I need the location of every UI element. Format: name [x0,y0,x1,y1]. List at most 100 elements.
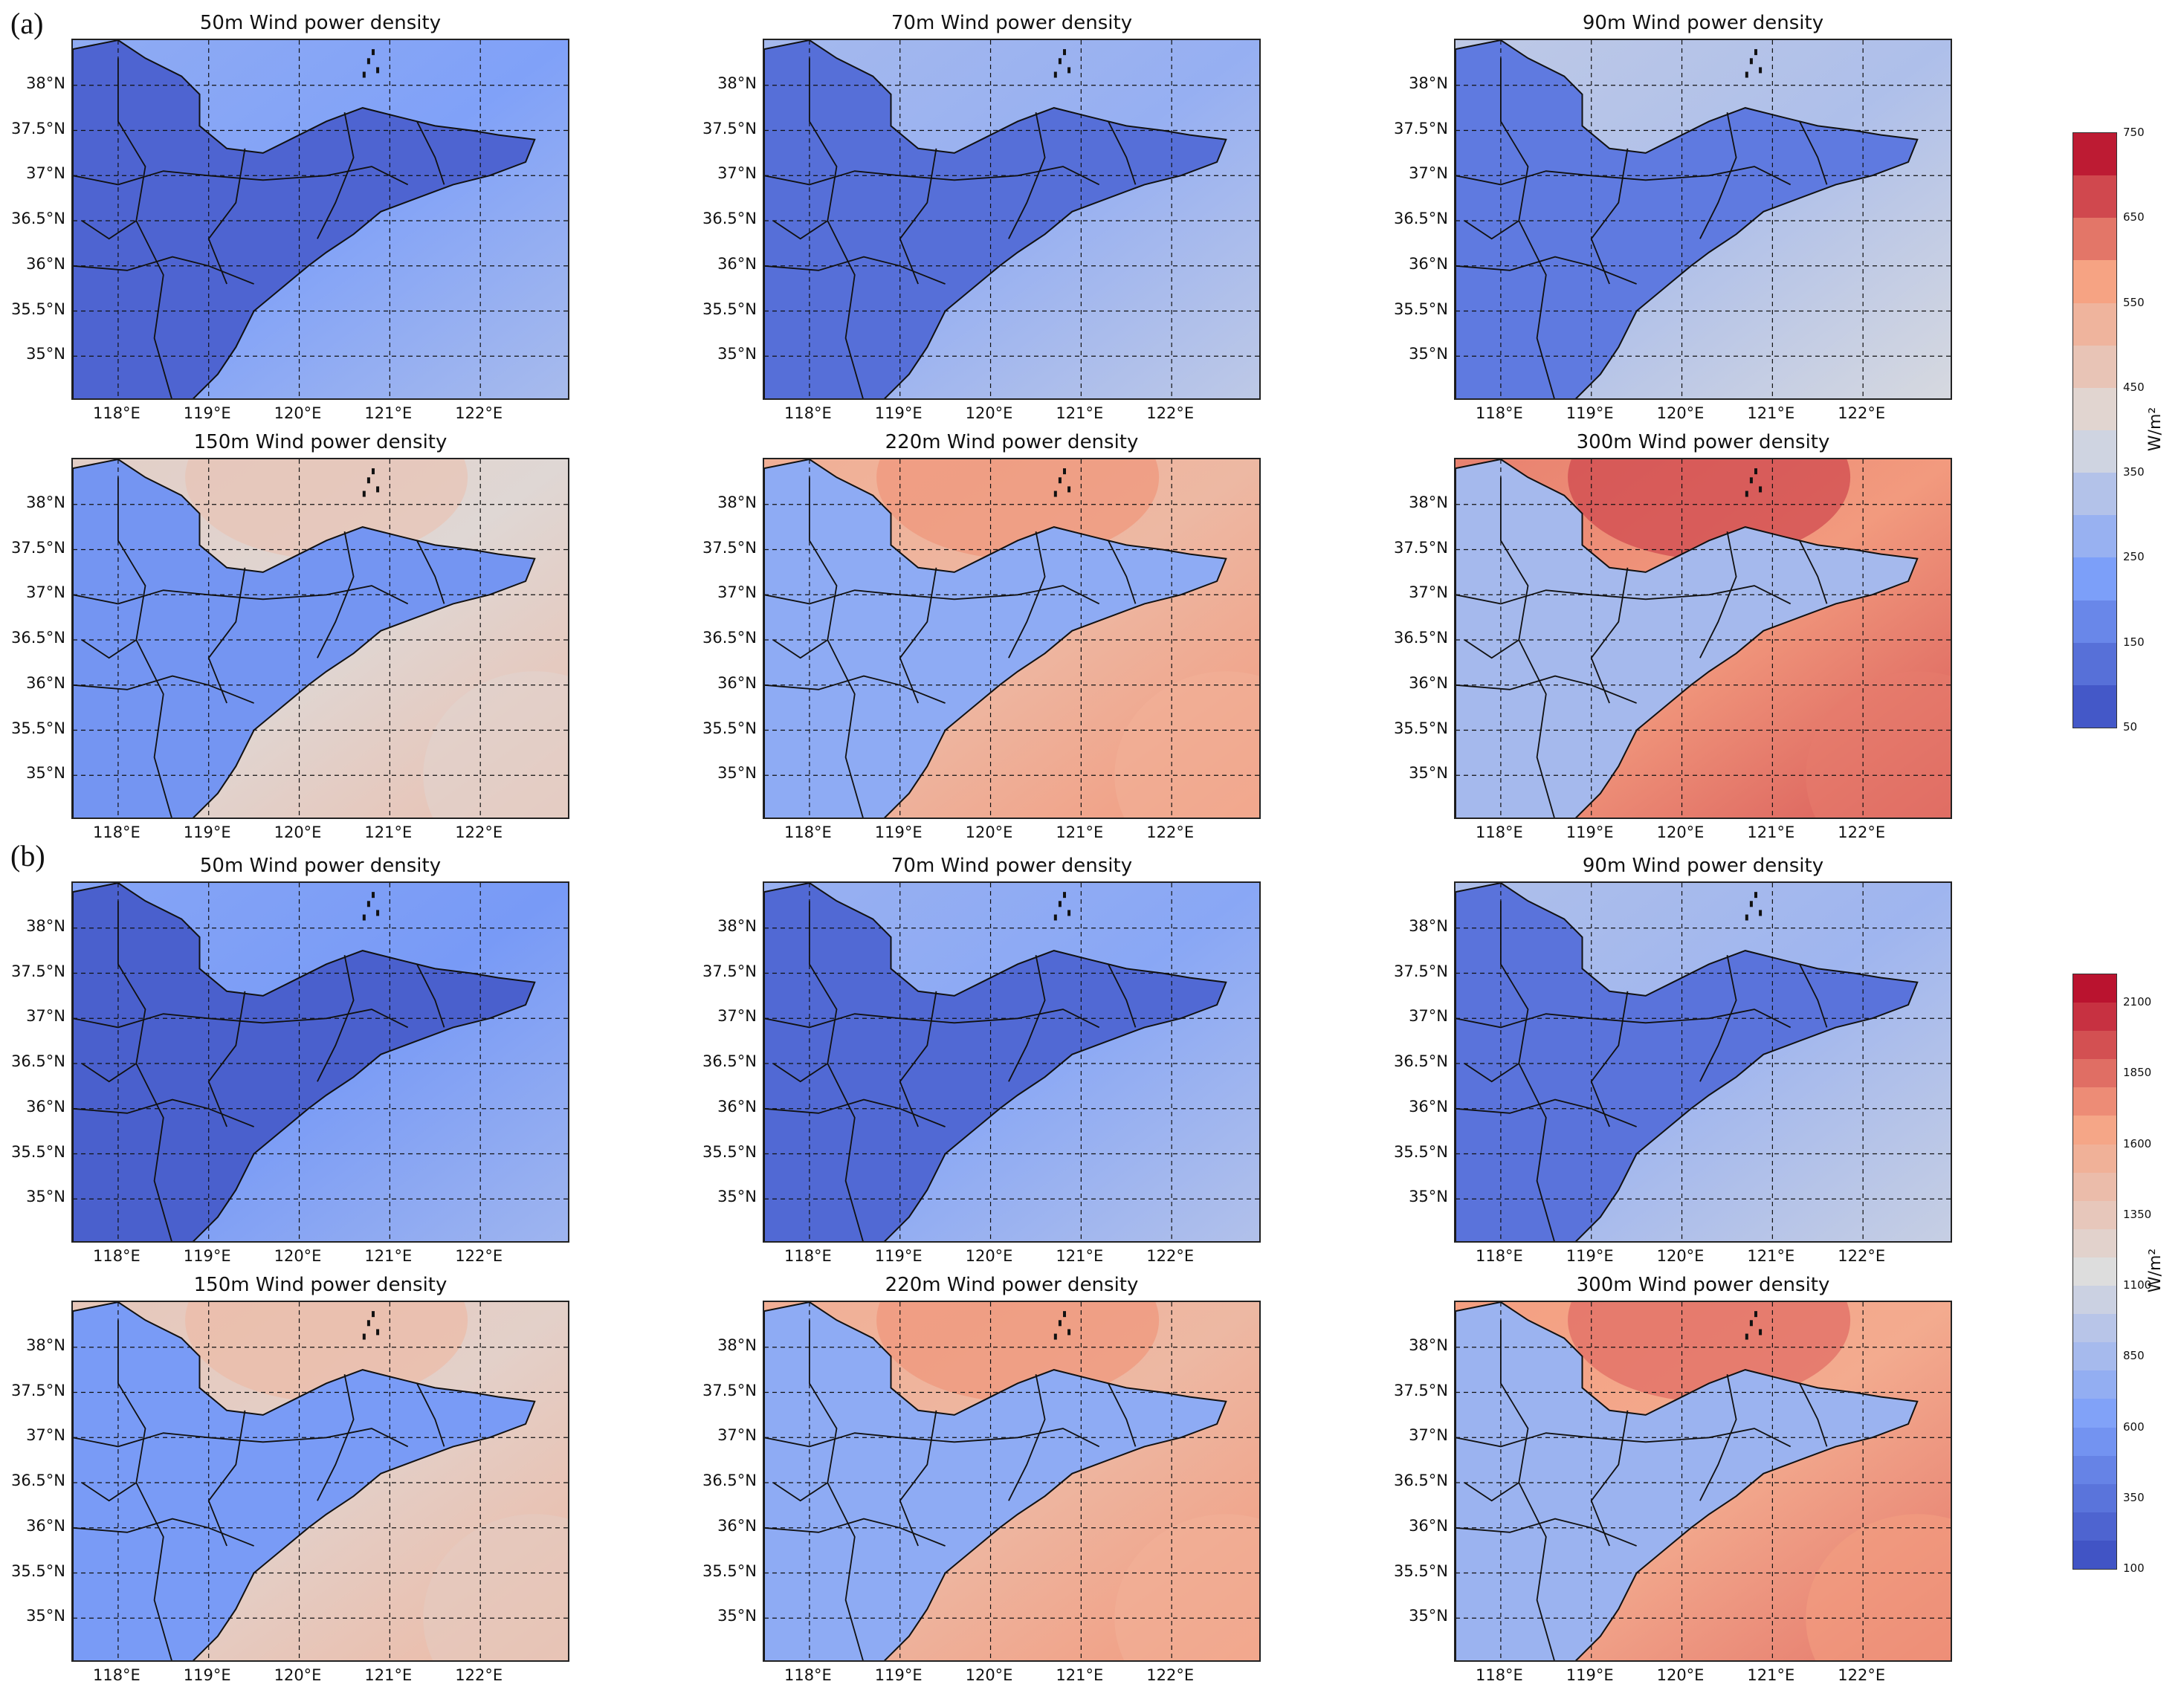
wind-field-map [73,1302,568,1660]
lat-tick-label: 36°N [1409,673,1448,692]
colorbar-tick-label: 350 [2123,465,2145,479]
lon-tick-label: 118°E [1475,1666,1523,1684]
province-boundary [73,166,409,186]
map-title: 70m Wind power density [891,855,1133,877]
colorbar-a-unit: W/m² [2146,407,2165,452]
province-boundary [73,585,409,605]
island [1058,58,1062,65]
lon-tick-label: 120°E [965,404,1013,422]
lon-tick-label: 122°E [1146,823,1195,841]
lat-tick-label: 38°N [26,493,65,511]
province-boundary [764,166,1100,186]
province-boundary [73,1098,254,1127]
province-boundary [764,1098,946,1127]
province-boundary [1500,1320,1555,1660]
province-boundary [81,1063,137,1083]
lon-tick-label: 119°E [1566,1666,1614,1684]
colorbar-tick-label: 1600 [2123,1136,2152,1150]
wind-field-map [1456,40,1951,398]
map-frame [1454,881,1952,1243]
colorbar-tick-label: 250 [2123,550,2145,564]
map-title: 70m Wind power density [891,12,1133,34]
lat-tick-label: 37°N [1409,583,1448,602]
province-boundary [1464,1063,1519,1083]
island [1067,486,1071,493]
province-boundary [73,1518,254,1547]
colorbar-segment [2073,974,2116,1003]
lat-tick-label: 37.5°N [11,119,65,137]
map-panel: 90m Wind power density 38°N 37.5°N 37°N 36.5… [1394,12,1952,422]
lat-tick-label: 35°N [26,1188,65,1206]
island [1754,1311,1757,1318]
lat-tick-label: 38°N [26,916,65,935]
province-boundary [764,256,946,285]
lat-tick-label: 35°N [1409,1188,1448,1206]
province-boundary [1456,1009,1792,1029]
province-boundary [1464,220,1519,240]
colorbar-tick-label: 1350 [2123,1207,2152,1221]
colorbar-segment [2073,600,2116,643]
lon-tick-label: 121°E [1747,1666,1795,1684]
lat-tick-label: 37°N [26,1426,65,1445]
lon-tick-label: 118°E [1475,404,1523,422]
map-frame [763,881,1261,1243]
colorbar-segment [2073,1286,2116,1315]
lon-tick-label: 119°E [1566,404,1614,422]
colorbar-tick-label: 150 [2123,635,2145,649]
colorbar-segment [2073,387,2116,430]
lon-tick-label: 122°E [1838,404,1886,422]
lon-tick-label: 120°E [965,1247,1013,1265]
lon-tick-label: 121°E [1056,1666,1104,1684]
lat-tick-label: 35.5°N [1394,1561,1448,1580]
lon-tick-label: 122°E [455,1247,503,1265]
map-panel: 300m Wind power density 38°N 37.5°N 37°N 36.… [1394,431,1952,841]
lat-tick-label: 36°N [717,1097,757,1116]
island [1754,468,1757,475]
province-boundary [809,477,864,818]
map-title: 220m Wind power density [885,1274,1139,1296]
colorbar-segment [2073,218,2116,261]
province-boundary [1456,166,1792,186]
island [1067,1329,1071,1336]
lat-tick-label: 35°N [1409,764,1448,783]
lon-tick-label: 122°E [455,404,503,422]
island [1067,910,1071,916]
colorbar-segment [2073,1229,2116,1257]
colorbar-segment [2073,515,2116,558]
lon-tick-label: 118°E [784,1247,832,1265]
province-boundary [73,1428,409,1448]
lon-tick-label: 119°E [183,1247,231,1265]
province-boundary [764,1428,1100,1448]
lon-tick-label: 118°E [92,1247,140,1265]
island [372,1311,375,1318]
island [1749,58,1753,65]
lon-tick-label: 119°E [183,1666,231,1684]
colorbar-tick-label: 550 [2123,295,2145,309]
province-boundary [81,1482,137,1502]
colorbar-segment [2073,1087,2116,1116]
lat-tick-label: 37°N [717,1007,757,1026]
map-title: 90m Wind power density [1582,855,1824,877]
map-panel: 50m Wind power density 38°N 37.5°N 37°N 36.5… [11,855,569,1265]
map-frame [71,39,569,400]
map-panel: 220m Wind power density 38°N 37.5°N 37°N 36.… [702,1274,1261,1684]
panel-b-label: (b) [10,839,45,873]
lat-tick-label: 35°N [1409,345,1448,363]
lon-tick-label: 122°E [455,1666,503,1684]
island [1058,477,1062,484]
lat-tick-label: 35°N [26,345,65,363]
lon-tick-label: 121°E [1747,823,1795,841]
lat-tick-label: 36.5°N [11,210,65,227]
lon-tick-label: 119°E [874,404,923,422]
province-boundary [1500,58,1555,398]
lon-tick-label: 119°E [183,823,231,841]
lat-tick-label: 35.5°N [702,1561,757,1580]
lat-tick-label: 35°N [717,345,757,363]
lat-tick-label: 36.5°N [11,1472,65,1489]
lon-tick-label: 121°E [1056,823,1104,841]
colorbar-b-unit: W/m² [2146,1248,2165,1293]
lat-tick-label: 35.5°N [702,719,757,737]
lat-tick-label: 35°N [1409,1607,1448,1625]
lat-tick-label: 35.5°N [702,1142,757,1161]
lat-tick-label: 37.5°N [11,1381,65,1399]
